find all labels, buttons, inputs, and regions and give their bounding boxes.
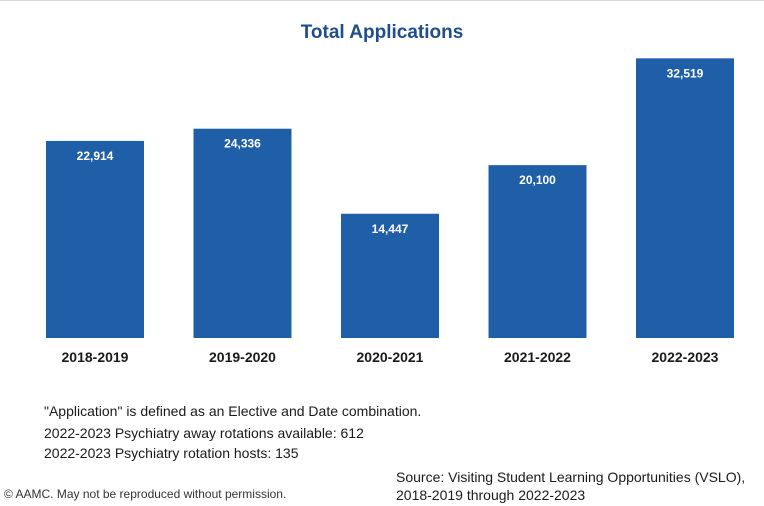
category-label-2019-2020: 2019-2020 (209, 349, 276, 365)
data-label-2022-2023: 32,519 (667, 66, 704, 80)
chart-title: Total Applications (300, 22, 464, 43)
note-away-rotations: 2022-2023 Psychiatry away rotations avai… (44, 425, 364, 441)
top-border (0, 0, 764, 1)
bar-2018-2019 (46, 140, 144, 338)
bar-2022-2023 (636, 58, 734, 338)
data-label-2018-2019: 22,914 (77, 149, 114, 163)
note-rotation-hosts: 2022-2023 Psychiatry rotation hosts: 135 (44, 445, 299, 461)
source-line-1: Source: Visiting Student Learning Opport… (396, 469, 746, 485)
copyright-notice: © AAMC. May not be reproduced without pe… (4, 487, 287, 501)
bar-chart: 22,914 2018-2019 24,336 2019-2020 14,447 2020… (46, 58, 734, 365)
bar-2020-2021 (341, 213, 439, 338)
bar-2019-2020 (193, 128, 292, 338)
category-label-2018-2019: 2018-2019 (62, 349, 129, 365)
data-label-2019-2020: 24,336 (224, 137, 261, 151)
source-line-2: 2018-2019 through 2022-2023 (396, 487, 586, 503)
data-label-2021-2022: 20,100 (519, 173, 556, 187)
category-label-2022-2023: 2022-2023 (652, 349, 719, 365)
data-label-2020-2021: 14,447 (372, 222, 409, 236)
note-definition: "Application" is defined as an Elective … (44, 403, 422, 419)
category-label-2021-2022: 2021-2022 (504, 349, 571, 365)
category-label-2020-2021: 2020-2021 (357, 349, 424, 365)
bar-2021-2022 (488, 165, 587, 338)
